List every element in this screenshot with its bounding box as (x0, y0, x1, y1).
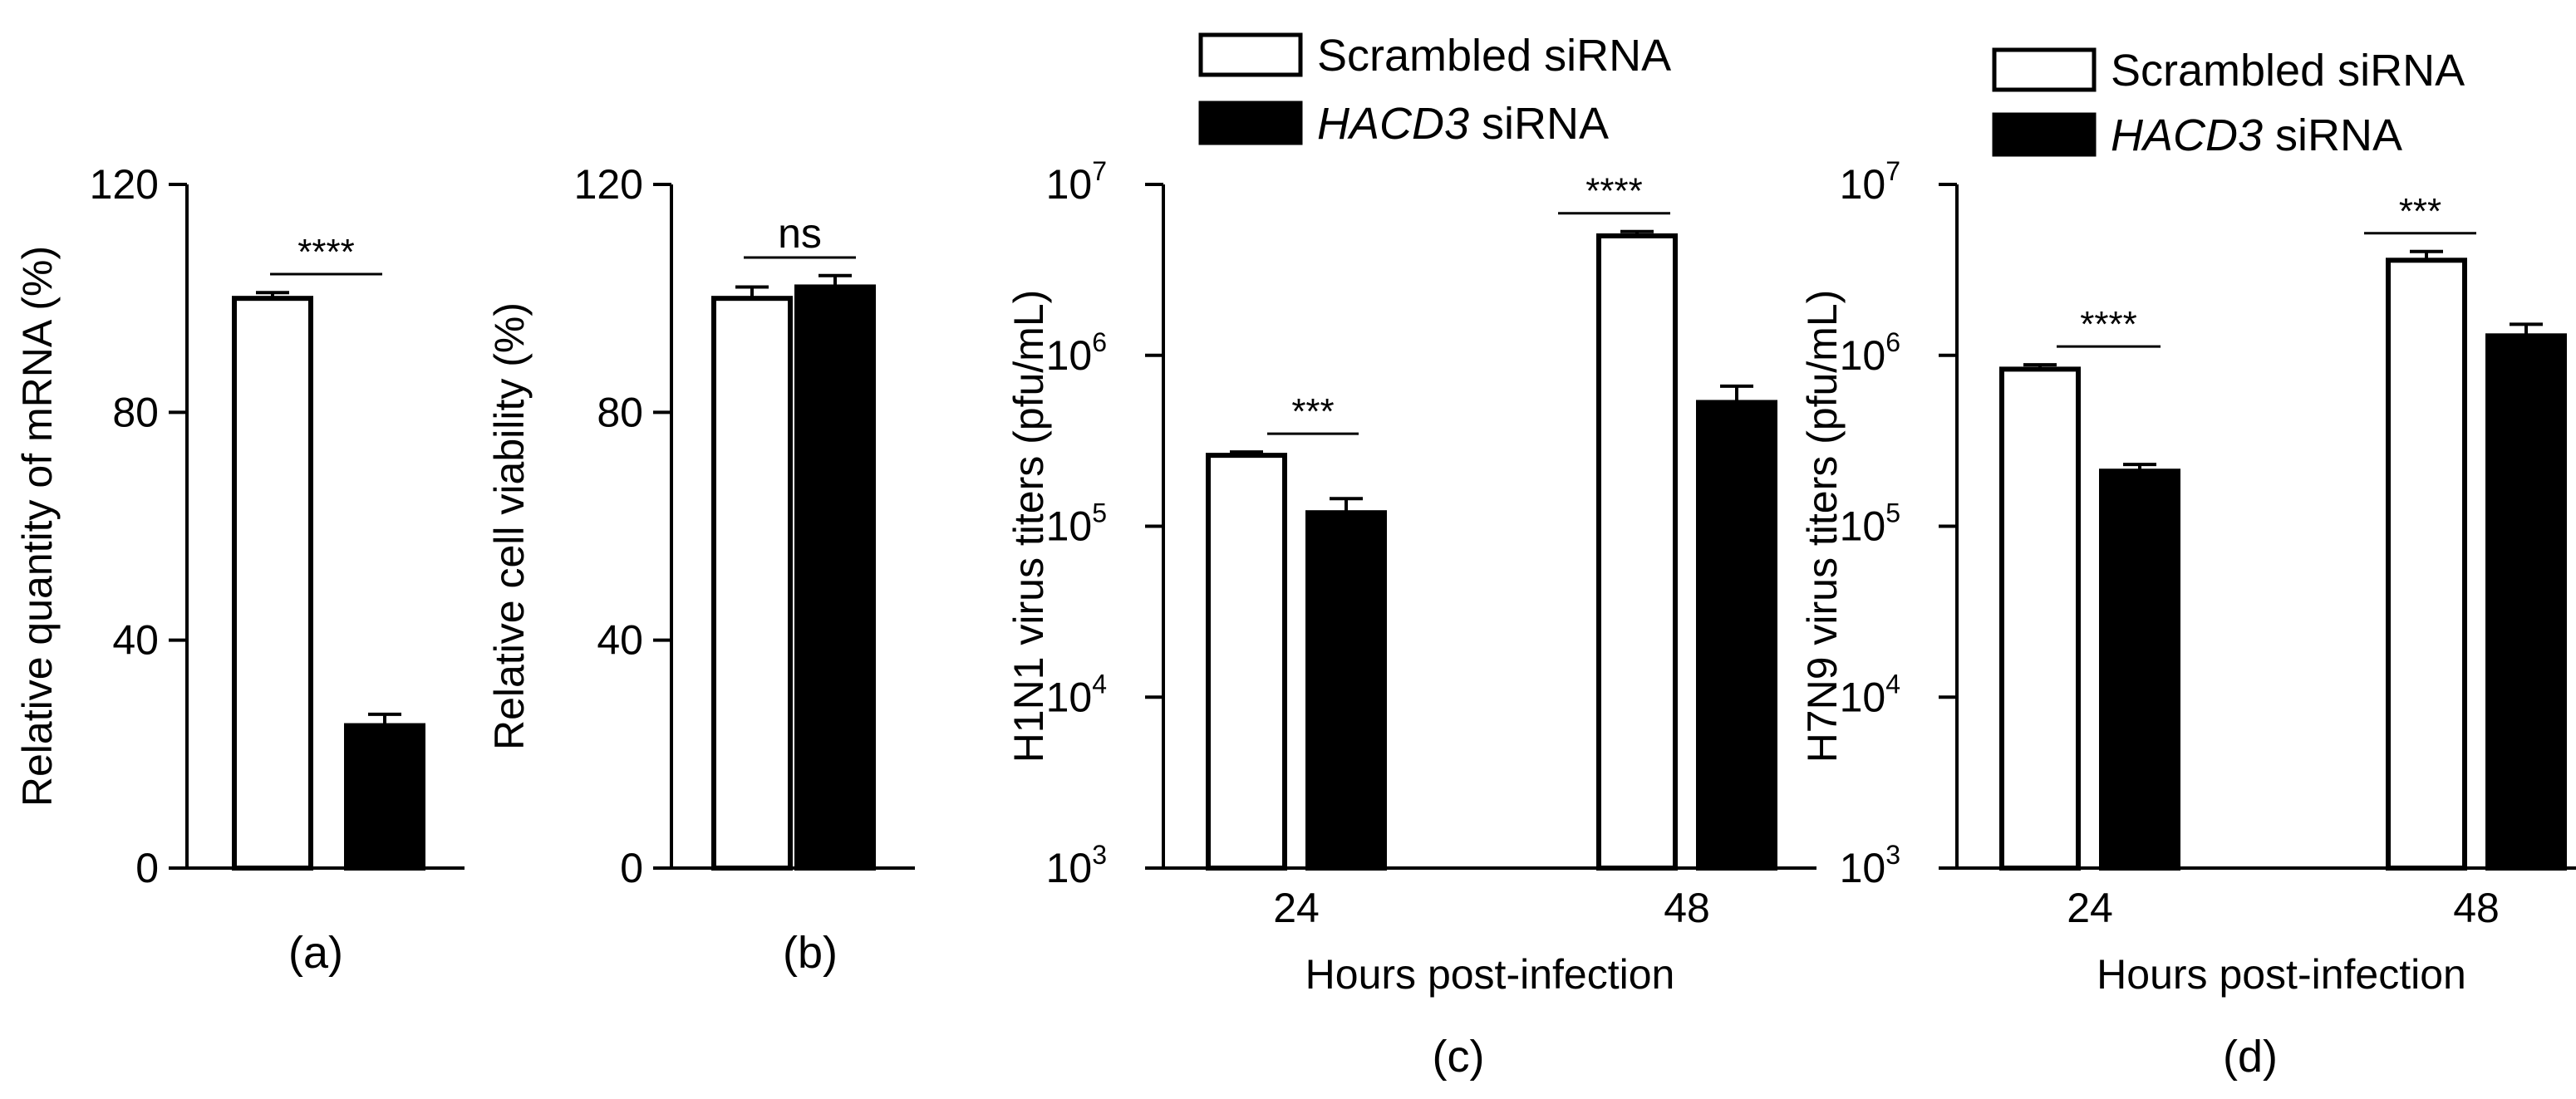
y-tick-label-d: 105 (1840, 498, 1900, 550)
y-tick-label-b: 120 (574, 161, 643, 208)
legend-c-label-hacd3: HACD3 siRNA (1317, 99, 1609, 149)
y-tick-exponent-d: 6 (1885, 327, 1900, 357)
y-tick-exponent-d: 5 (1885, 498, 1900, 528)
y-tick-exponent-d: 4 (1885, 669, 1900, 699)
significance-label-c: *** (1291, 391, 1334, 432)
bar-d-scrambled (1999, 366, 2081, 871)
legend-c-swatch-hacd3 (1198, 101, 1303, 145)
y-tick-base-d: 10 (1840, 845, 1886, 891)
y-tick-label-d: 103 (1840, 840, 1900, 891)
y-tick-base-c: 10 (1046, 161, 1093, 208)
x-axis-label-d: Hours post-infection (2097, 951, 2466, 998)
x-tick-label-d: 48 (2453, 885, 2500, 931)
y-axis-label-d: H7N9 virus titers (pfu/mL) (1799, 290, 1846, 763)
y-tick-base-d: 10 (1840, 674, 1886, 720)
y-tick-label-a: 0 (135, 845, 159, 891)
y-tick-base-c: 10 (1046, 332, 1093, 379)
legend-d-swatch-hacd3 (1992, 112, 2097, 157)
y-tick-exponent-d: 7 (1885, 156, 1900, 186)
legend-c-label-hacd3-suffix: siRNA (1469, 99, 1609, 149)
y-tick-base-c: 10 (1046, 674, 1093, 720)
y-tick-exponent-d: 3 (1885, 840, 1900, 870)
legend-d: Scrambled siRNA HACD3 siRNA (1992, 46, 2465, 160)
bar-c-hacd3 (1305, 510, 1387, 871)
legend-d-swatch-scrambled (1992, 47, 2097, 92)
bar-a-scrambled (232, 296, 313, 871)
y-tick-base-d: 10 (1840, 161, 1886, 208)
y-tick-label-a: 40 (112, 617, 159, 664)
legend-d-label-hacd3-suffix: siRNA (2263, 110, 2402, 160)
legend-d-label-scrambled: Scrambled siRNA (2111, 46, 2465, 96)
y-axis-label-b: Relative cell viability (%) (486, 302, 533, 750)
y-tick-exponent-c: 7 (1092, 156, 1107, 186)
bar-d-hacd3 (2485, 333, 2567, 871)
bar-b-scrambled (711, 296, 793, 871)
bar-c-scrambled (1596, 233, 1678, 871)
significance-label-b: ns (778, 210, 822, 257)
legend-c-label-scrambled: Scrambled siRNA (1317, 31, 1671, 81)
panel-label-d: (d) (2223, 1032, 2278, 1082)
x-tick-label-c: 48 (1664, 885, 1710, 931)
y-axis-label-a: Relative quantity of mRNA (%) (14, 246, 61, 807)
bar-d-hacd3 (2099, 469, 2180, 871)
significance-label-d: **** (2080, 304, 2137, 345)
y-tick-label-b: 80 (597, 389, 643, 435)
y-tick-base-c: 10 (1046, 845, 1093, 891)
panel-label-a: (a) (288, 928, 343, 978)
panel-label-c: (c) (1433, 1032, 1485, 1082)
y-tick-label-a: 80 (112, 389, 159, 435)
bar-c-scrambled (1206, 453, 1287, 871)
significance-label-c: **** (1585, 171, 1643, 212)
y-tick-exponent-c: 6 (1092, 327, 1107, 357)
panel-b: 0 40 80 120 Relative cell viability (%) ns (b) (486, 161, 915, 978)
y-tick-base-d: 10 (1840, 332, 1886, 379)
significance-label-a: **** (297, 232, 355, 272)
y-axis-label-c: H1N1 virus titers (pfu/mL) (1005, 290, 1052, 763)
legend-c-label-hacd3-gene: HACD3 (1317, 99, 1469, 149)
y-tick-label-c: 104 (1046, 669, 1107, 720)
y-tick-label-c: 106 (1046, 327, 1107, 379)
y-tick-label-a: 120 (90, 161, 159, 208)
y-tick-label-c: 107 (1046, 156, 1107, 208)
bar-d-scrambled (2386, 258, 2467, 871)
legend-c-swatch-scrambled (1198, 32, 1303, 77)
y-tick-exponent-c: 3 (1092, 840, 1107, 870)
y-tick-label-b: 40 (597, 617, 643, 664)
panel-a: 0 40 80 120 Relative quantity of mRNA (%) ***… (14, 161, 465, 978)
x-tick-label-d: 24 (2067, 885, 2113, 931)
y-tick-base-c: 10 (1046, 503, 1093, 550)
y-tick-label-d: 104 (1840, 669, 1900, 720)
legend-c: Scrambled siRNA HACD3 siRNA (1198, 31, 1671, 149)
legend-d-label-hacd3: HACD3 siRNA (2111, 110, 2402, 160)
y-tick-base-d: 10 (1840, 503, 1886, 550)
y-tick-label-d: 107 (1840, 156, 1900, 208)
y-tick-label-b: 0 (620, 845, 643, 891)
legend-d-label-hacd3-gene: HACD3 (2111, 110, 2263, 160)
x-axis-label-c: Hours post-infection (1305, 951, 1675, 998)
significance-label-d: *** (2399, 191, 2441, 232)
x-tick-label-c: 24 (1273, 885, 1320, 931)
bar-c-hacd3 (1696, 400, 1777, 871)
y-tick-exponent-c: 5 (1092, 498, 1107, 528)
y-tick-exponent-c: 4 (1092, 669, 1107, 699)
bar-a-hacd3 (344, 723, 425, 871)
y-tick-label-c: 105 (1046, 498, 1107, 550)
bar-b-hacd3 (794, 284, 876, 871)
panel-label-b: (b) (783, 928, 838, 978)
y-tick-label-d: 106 (1840, 327, 1900, 379)
y-tick-label-c: 103 (1046, 840, 1107, 891)
